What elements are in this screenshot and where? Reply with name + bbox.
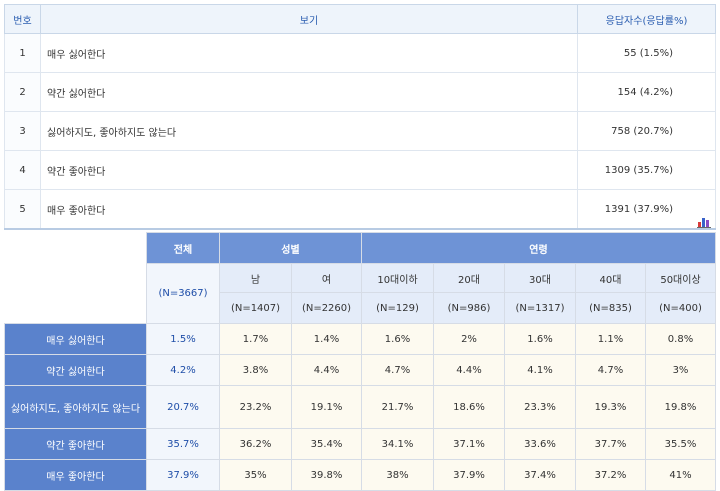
n-value: (N=1407) [219, 292, 292, 324]
row-number: 3 [4, 111, 41, 151]
row-count: 1391 (37.9%) [577, 189, 716, 230]
sub-header-male: 남 [219, 263, 292, 293]
sub-header-age-50s: 50대이상 [645, 263, 716, 293]
row-option: 매우 싫어한다 [40, 33, 578, 73]
table-row: 5 매우 좋아한다 1391 (37.9%) [4, 189, 716, 230]
cell-value: 35.5% [645, 428, 716, 460]
row-option: 약간 싫어한다 [40, 72, 578, 112]
header-option: 보기 [40, 4, 578, 34]
n-value: (N=835) [575, 292, 646, 324]
cell-value: 18.6% [433, 385, 505, 429]
sub-header-age-40s: 40대 [575, 263, 646, 293]
cell-value: 19.3% [575, 385, 646, 429]
row-option: 싫어하지도, 좋아하지도 않는다 [40, 111, 578, 151]
header-no: 번호 [4, 4, 41, 34]
row-label: 약간 싫어한다 [4, 354, 147, 386]
row-count: 154 (4.2%) [577, 72, 716, 112]
table-row: 2 약간 싫어한다 154 (4.2%) [4, 72, 716, 112]
header-gender: 성별 [219, 232, 362, 264]
cell-value: 4.1% [504, 354, 576, 386]
cell-value: 41% [645, 459, 716, 491]
n-value: (N=129) [361, 292, 434, 324]
cell-value: 4.4% [291, 354, 362, 386]
summary-table: 번호 보기 응답자수(응답률%) 1 매우 싫어한다 55 (1.5%) 2 약… [4, 4, 716, 230]
header-count: 응답자수(응답률%) [577, 4, 716, 34]
cell-value: 1.6% [361, 323, 434, 355]
row-total: 35.7% [146, 428, 220, 460]
cell-value: 35% [219, 459, 292, 491]
row-total: 20.7% [146, 385, 220, 429]
crosstab-group-header-row: 전체 성별 연령 [4, 232, 716, 324]
row-total: 37.9% [146, 459, 220, 491]
cell-value: 3.8% [219, 354, 292, 386]
row-total: 1.5% [146, 323, 220, 355]
n-value: (N=1317) [504, 292, 576, 324]
cell-value: 19.1% [291, 385, 362, 429]
cell-value: 37.4% [504, 459, 576, 491]
cell-value: 36.2% [219, 428, 292, 460]
row-total: 4.2% [146, 354, 220, 386]
n-value: (N=2260) [291, 292, 362, 324]
cell-value: 4.7% [575, 354, 646, 386]
row-number: 5 [4, 189, 41, 230]
table-row: 매우 좋아한다 37.9% 35% 39.8% 38% 37.9% 37.4% … [4, 459, 716, 491]
total-n: (N=3667) [146, 263, 220, 324]
cell-value: 4.4% [433, 354, 505, 386]
cell-value: 37.9% [433, 459, 505, 491]
row-label: 싫어하지도, 좋아하지도 않는다 [4, 385, 147, 429]
n-value: (N=400) [645, 292, 716, 324]
row-number: 2 [4, 72, 41, 112]
sub-header-age-30s: 30대 [504, 263, 576, 293]
table-row: 4 약간 좋아한다 1309 (35.7%) [4, 150, 716, 190]
table-row: 약간 좋아한다 35.7% 36.2% 35.4% 34.1% 37.1% 33… [4, 428, 716, 460]
cell-value: 33.6% [504, 428, 576, 460]
cell-value: 21.7% [361, 385, 434, 429]
cell-value: 1.7% [219, 323, 292, 355]
summary-header-row: 번호 보기 응답자수(응답률%) [4, 4, 716, 34]
cell-value: 0.8% [645, 323, 716, 355]
row-count: 1309 (35.7%) [577, 150, 716, 190]
cell-value: 1.4% [291, 323, 362, 355]
header-age: 연령 [361, 232, 716, 264]
table-row: 매우 싫어한다 1.5% 1.7% 1.4% 1.6% 2% 1.6% 1.1%… [4, 323, 716, 355]
cell-value: 1.1% [575, 323, 646, 355]
cell-value: 37.1% [433, 428, 505, 460]
crosstab-sub-header-row: (N=3667) 남 여 10대이하 20대 30대 40대 50대이상 [5, 263, 716, 324]
row-number: 4 [4, 150, 41, 190]
sub-header-age-20s: 20대 [433, 263, 505, 293]
row-count: 55 (1.5%) [577, 33, 716, 73]
cell-value: 19.8% [645, 385, 716, 429]
row-option: 매우 좋아한다 [40, 189, 578, 230]
sub-header-age-10s: 10대이하 [361, 263, 434, 293]
crosstab-table: 전체 성별 연령 (N=3667) 남 여 10대이하 20대 30대 40대 … [4, 232, 716, 491]
cell-value: 3% [645, 354, 716, 386]
row-option: 약간 좋아한다 [40, 150, 578, 190]
row-label: 매우 좋아한다 [4, 459, 147, 491]
cell-value: 34.1% [361, 428, 434, 460]
table-row: 3 싫어하지도, 좋아하지도 않는다 758 (20.7%) [4, 111, 716, 151]
cell-value: 1.6% [504, 323, 576, 355]
cell-value: 23.2% [219, 385, 292, 429]
table-row: 약간 싫어한다 4.2% 3.8% 4.4% 4.7% 4.4% 4.1% 4.… [4, 354, 716, 386]
cell-value: 38% [361, 459, 434, 491]
cell-value: 39.8% [291, 459, 362, 491]
table-row: 1 매우 싫어한다 55 (1.5%) [4, 33, 716, 73]
cell-value: 35.4% [291, 428, 362, 460]
row-label: 매우 싫어한다 [4, 323, 147, 355]
table-row: 싫어하지도, 좋아하지도 않는다 20.7% 23.2% 19.1% 21.7%… [4, 385, 716, 429]
crosstab-corner [4, 232, 147, 324]
bar-chart-icon[interactable] [697, 216, 711, 228]
n-value: (N=986) [433, 292, 505, 324]
header-total: 전체 [146, 232, 220, 264]
cell-value: 23.3% [504, 385, 576, 429]
sub-header-female: 여 [291, 263, 362, 293]
cell-value: 2% [433, 323, 505, 355]
cell-value: 37.7% [575, 428, 646, 460]
row-label: 약간 좋아한다 [4, 428, 147, 460]
crosstab-n-row: (N=1407) (N=2260) (N=129) (N=986) (N=131… [5, 292, 716, 324]
row-count: 758 (20.7%) [577, 111, 716, 151]
cell-value: 4.7% [361, 354, 434, 386]
row-number: 1 [4, 33, 41, 73]
cell-value: 37.2% [575, 459, 646, 491]
